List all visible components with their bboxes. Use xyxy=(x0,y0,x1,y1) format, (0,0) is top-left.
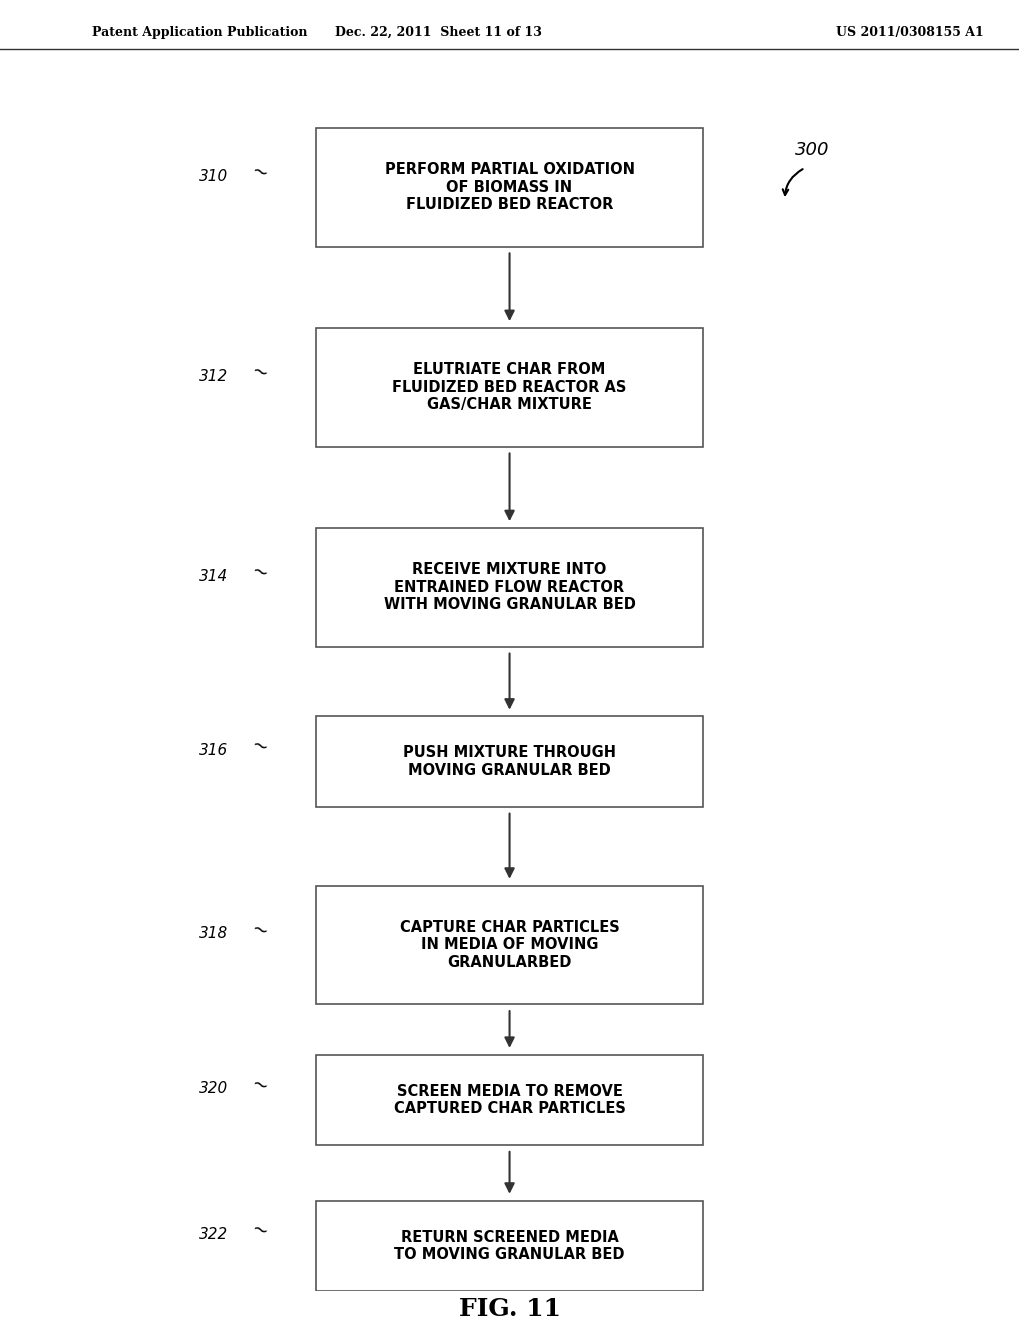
Text: FIG. 11: FIG. 11 xyxy=(459,1298,560,1320)
Text: ~: ~ xyxy=(249,362,270,385)
FancyBboxPatch shape xyxy=(316,1201,703,1291)
Text: PERFORM PARTIAL OXIDATION
OF BIOMASS IN
FLUIDIZED BED REACTOR: PERFORM PARTIAL OXIDATION OF BIOMASS IN … xyxy=(385,162,635,213)
Text: ~: ~ xyxy=(249,919,270,942)
FancyBboxPatch shape xyxy=(316,886,703,1005)
Text: PUSH MIXTURE THROUGH
MOVING GRANULAR BED: PUSH MIXTURE THROUGH MOVING GRANULAR BED xyxy=(403,746,616,777)
FancyBboxPatch shape xyxy=(316,717,703,807)
Text: RECEIVE MIXTURE INTO
ENTRAINED FLOW REACTOR
WITH MOVING GRANULAR BED: RECEIVE MIXTURE INTO ENTRAINED FLOW REAC… xyxy=(384,562,636,612)
Text: ~: ~ xyxy=(249,735,270,759)
Text: CAPTURE CHAR PARTICLES
IN MEDIA OF MOVING
GRANULARBED: CAPTURE CHAR PARTICLES IN MEDIA OF MOVIN… xyxy=(399,920,620,970)
Text: 314: 314 xyxy=(200,569,228,583)
Text: ~: ~ xyxy=(249,1074,270,1097)
Text: ~: ~ xyxy=(249,1220,270,1243)
Text: SCREEN MEDIA TO REMOVE
CAPTURED CHAR PARTICLES: SCREEN MEDIA TO REMOVE CAPTURED CHAR PAR… xyxy=(393,1084,626,1117)
FancyBboxPatch shape xyxy=(316,327,703,446)
Text: 312: 312 xyxy=(200,368,228,384)
FancyBboxPatch shape xyxy=(316,128,703,247)
FancyBboxPatch shape xyxy=(316,1055,703,1144)
Text: 300: 300 xyxy=(795,141,829,158)
Text: 320: 320 xyxy=(200,1081,228,1097)
Text: RETURN SCREENED MEDIA
TO MOVING GRANULAR BED: RETURN SCREENED MEDIA TO MOVING GRANULAR… xyxy=(394,1229,625,1262)
Text: 318: 318 xyxy=(200,927,228,941)
Text: ELUTRIATE CHAR FROM
FLUIDIZED BED REACTOR AS
GAS/CHAR MIXTURE: ELUTRIATE CHAR FROM FLUIDIZED BED REACTO… xyxy=(392,363,627,412)
Text: ~: ~ xyxy=(249,161,270,185)
Text: 316: 316 xyxy=(200,743,228,758)
Text: 310: 310 xyxy=(200,169,228,183)
FancyBboxPatch shape xyxy=(316,528,703,647)
Text: Patent Application Publication: Patent Application Publication xyxy=(92,26,307,40)
Text: US 2011/0308155 A1: US 2011/0308155 A1 xyxy=(836,26,983,40)
Text: Dec. 22, 2011  Sheet 11 of 13: Dec. 22, 2011 Sheet 11 of 13 xyxy=(335,26,542,40)
Text: ~: ~ xyxy=(249,561,270,585)
Text: 322: 322 xyxy=(200,1228,228,1242)
